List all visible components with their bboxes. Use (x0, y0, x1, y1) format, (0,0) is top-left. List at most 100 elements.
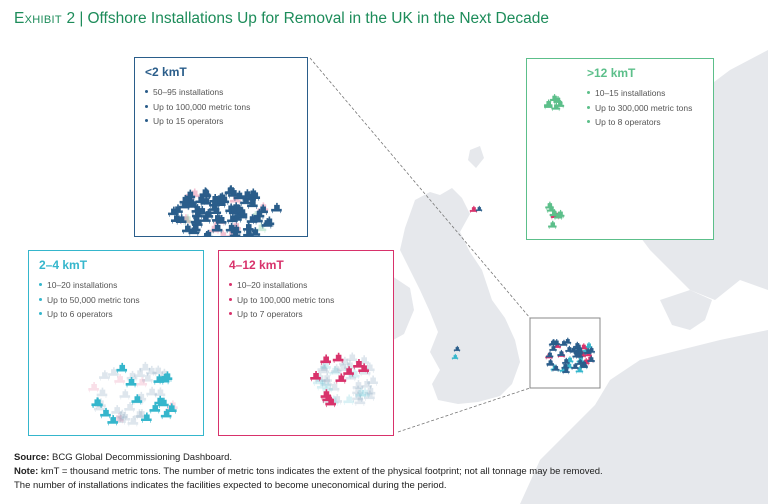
installation-icon (453, 345, 461, 353)
source-line: Source: BCG Global Decommissioning Dashb… (14, 452, 233, 463)
installation-icon (153, 374, 165, 385)
installation-icon (346, 352, 358, 363)
installation-icon (253, 208, 265, 220)
installation-icon (320, 389, 332, 400)
stat-tonnage: Up to 100,000 metric tons (145, 100, 250, 115)
stat-installations: 50–95 installations (145, 85, 250, 100)
installation-icon (149, 403, 161, 414)
installation-icon (125, 377, 137, 388)
installation-icon (552, 364, 560, 372)
installation-icon (229, 228, 241, 236)
installation-icon (166, 403, 177, 414)
installation-icon (108, 367, 119, 378)
installation-icon (243, 227, 254, 236)
panel-2-to-4-kmt: 2–4 kmT 10–20 installations Up to 50,000… (28, 250, 204, 436)
installation-icon (587, 355, 595, 364)
installation-icon (134, 368, 145, 379)
panel-stats: 50–95 installations Up to 100,000 metric… (145, 85, 250, 129)
installation-icon (573, 341, 581, 349)
installation-icon (571, 362, 579, 371)
panel-heading: 4–12 kmT (229, 258, 284, 272)
connector-line-top (309, 57, 531, 319)
installation-icon (126, 370, 138, 382)
installation-icon (310, 370, 321, 382)
stat-installations: 10–20 installations (39, 278, 140, 293)
installation-icon (318, 364, 330, 375)
installation-icon (557, 349, 565, 358)
installation-icon (141, 412, 152, 423)
focus-box (529, 317, 601, 389)
installation-icon (191, 217, 203, 228)
footnotes: Source: BCG Global Decommissioning Dashb… (14, 451, 603, 493)
installation-icon (99, 370, 110, 381)
installation-icon (119, 411, 131, 423)
installation-icon (549, 339, 558, 347)
note-line-2: The number of installations indicates th… (14, 480, 447, 491)
installation-icon (154, 387, 166, 398)
installation-icon (116, 362, 128, 374)
installation-icon (114, 374, 125, 385)
installation-cluster (310, 352, 378, 408)
installation-icon (322, 382, 333, 393)
installation-icon (225, 185, 236, 196)
installation-icon (119, 389, 131, 400)
installation-icon (145, 365, 157, 377)
title-separator: | (79, 10, 84, 27)
installation-icon (152, 365, 164, 376)
installation-icon (332, 352, 344, 364)
connector-line-bottom (397, 387, 531, 433)
installation-icon (352, 380, 364, 391)
panel-stats: 10–15 installations Up to 300,000 metric… (587, 86, 692, 130)
installation-icon (320, 354, 331, 365)
note-line: Note: kmT = thousand metric tons. The nu… (14, 466, 603, 477)
installation-icon (451, 353, 459, 361)
installation-icon (544, 101, 553, 110)
installation-icon (271, 202, 282, 214)
installation-icon (348, 368, 360, 380)
installation-icon (92, 397, 103, 408)
installation-icon (364, 385, 376, 397)
installation-icon (364, 390, 375, 401)
installation-icon (469, 205, 478, 213)
panel-stats: 10–20 installations Up to 50,000 metric … (39, 278, 140, 322)
installation-icon (361, 379, 372, 390)
installation-icon (136, 376, 148, 388)
installation-icon (343, 366, 354, 377)
installation-icon (335, 373, 347, 384)
installation-icon (88, 382, 99, 393)
stat-operators: Up to 6 operators (39, 307, 140, 322)
panel-heading: <2 kmT (145, 65, 187, 79)
exhibit-number: Exhibit 2 (14, 10, 76, 27)
panel-stats: 10–20 installations Up to 100,000 metric… (229, 278, 334, 322)
installation-icon (172, 204, 183, 215)
installation-icon (359, 387, 370, 399)
installation-icon (572, 351, 580, 359)
stat-tonnage: Up to 300,000 metric tons (587, 101, 692, 116)
exhibit-heading: Offshore Installations Up for Removal in… (87, 10, 549, 27)
installation-icon (199, 187, 211, 198)
installation-icon (358, 363, 369, 374)
installation-icon (139, 361, 151, 373)
installation-icon (215, 214, 227, 226)
stat-tonnage: Up to 50,000 metric tons (39, 293, 140, 308)
land-great-britain (400, 188, 520, 404)
installation-icon (142, 373, 153, 384)
installation-icon (209, 197, 220, 209)
panel-over-12-kmt: >12 kmT 10–15 installations Up to 300,00… (526, 58, 714, 240)
installation-icon (562, 357, 570, 365)
installation-icon (124, 402, 135, 413)
installation-icon (247, 198, 258, 209)
stat-tonnage: Up to 100,000 metric tons (229, 293, 334, 308)
installation-icon (242, 222, 254, 233)
exhibit-title: Exhibit 2 | Offshore Installations Up for … (14, 10, 549, 28)
installation-icon (131, 394, 143, 405)
installation-icon (549, 209, 559, 218)
stat-operators: Up to 15 operators (145, 114, 250, 129)
installation-icon (367, 375, 378, 386)
installation-icon (565, 345, 573, 353)
installation-icon (100, 407, 111, 419)
installation-icon (146, 386, 157, 398)
installation-icon (343, 394, 354, 405)
stat-installations: 10–20 installations (229, 278, 334, 293)
installation-icon (116, 409, 128, 421)
